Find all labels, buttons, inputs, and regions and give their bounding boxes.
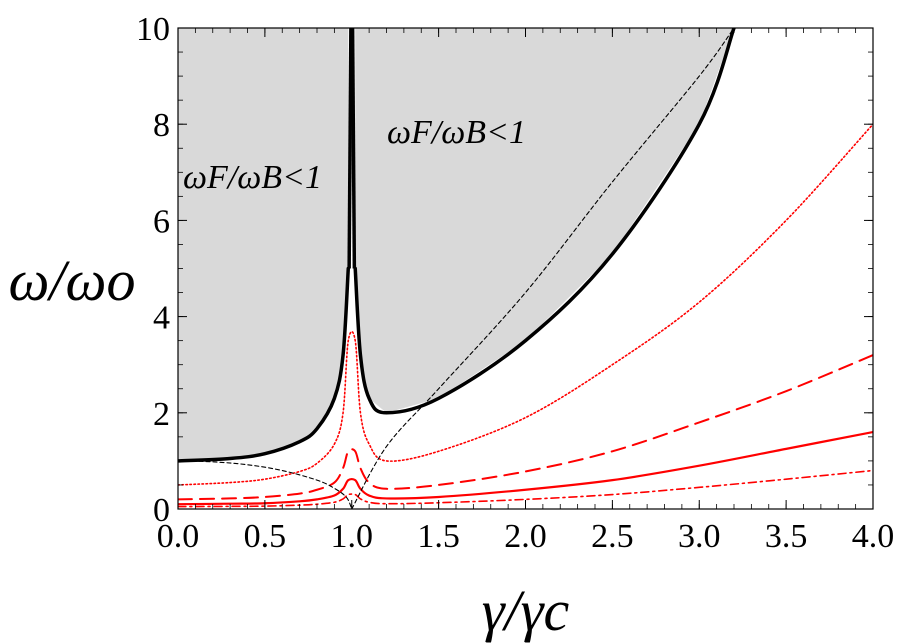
series-line-5 — [178, 354, 873, 501]
y-tick-label: 0 — [153, 492, 170, 529]
asymptote-left-line — [347, 28, 353, 269]
x-tick-label: 1.0 — [331, 518, 374, 555]
series-line-0 — [178, 266, 351, 463]
series-line-4 — [178, 123, 873, 486]
x-tick-label: 4.0 — [852, 518, 895, 555]
asymptote-right-line — [350, 28, 357, 269]
x-tick-label: 0.5 — [244, 518, 287, 555]
x-tick-label: 0.0 — [157, 518, 200, 555]
region-label-right: ωF/ωB<1 — [387, 114, 526, 151]
series-line-3 — [351, 28, 735, 509]
x-axis-title: γ/γc — [482, 578, 570, 643]
y-tick-label: 6 — [153, 203, 170, 240]
shaded-region-left — [178, 28, 349, 461]
y-tick-label: 10 — [136, 11, 170, 48]
y-axis-title: ω/ωo — [8, 248, 135, 313]
y-tick-label: 2 — [153, 396, 170, 433]
series-line-1 — [353, 28, 736, 415]
x-tick-label: 2.0 — [504, 518, 547, 555]
y-tick-label: 8 — [153, 107, 170, 144]
x-tick-label: 2.5 — [591, 518, 634, 555]
series-line-6 — [178, 430, 873, 506]
series-line-2 — [178, 460, 353, 509]
region-label-left: ωF/ωB<1 — [183, 159, 322, 196]
x-tick-label: 3.5 — [765, 518, 808, 555]
y-tick-label: 4 — [153, 300, 170, 337]
x-tick-label: 1.5 — [417, 518, 460, 555]
shaded-region-right — [355, 28, 734, 413]
x-tick-label: 3.0 — [678, 518, 721, 555]
